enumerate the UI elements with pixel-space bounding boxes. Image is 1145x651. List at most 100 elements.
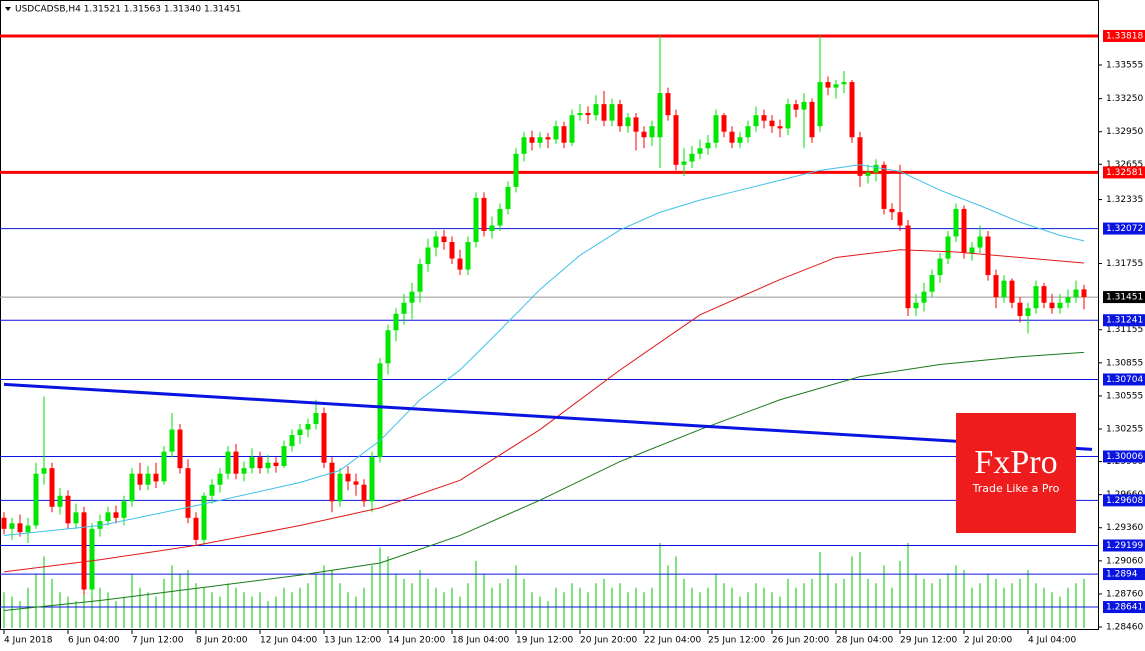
price-layer [0,34,1098,611]
logo: FxPro Trade Like a Pro [956,413,1076,533]
candle-body [1073,289,1079,298]
logo-box [956,413,1076,533]
candle-body [753,115,759,127]
candle-body [1017,302,1023,316]
candle-body [321,413,327,463]
y-tick-label: 1.28460 [1106,623,1143,633]
level-box [1103,222,1145,235]
level-box [1103,166,1145,179]
candle-body [17,523,23,533]
level-box [1103,373,1145,386]
candle-body [561,126,567,143]
candle-body [921,291,927,303]
x-tick-label: 20 Jun 20:00 [580,636,637,646]
menu-arrow[interactable] [5,7,11,11]
candle-body [737,137,743,143]
candle-body [385,330,391,364]
candle-body [217,473,223,485]
candle-body [65,495,71,524]
candle-body [857,137,863,176]
candle-body [657,93,663,138]
candle-body [249,457,255,469]
candle-body [409,291,415,303]
x-tick-label: 8 Jun 20:00 [196,636,248,646]
candle-body [1049,302,1055,309]
logo-tagline: Trade Like a Pro [972,482,1060,495]
candle-body [97,521,103,529]
y-tick-label: 1.31755 [1106,259,1143,269]
x-tick-label: 28 Jun 04:00 [836,636,893,646]
candle-body [433,236,439,248]
candle-body [457,258,463,270]
candle-body [777,126,783,129]
candle-body [889,208,895,213]
candle-body [1081,289,1087,298]
candle-body [969,247,975,254]
candle-body [745,126,751,138]
moving-average [3,351,1085,611]
x-tick-label: 6 Jun 04:00 [68,636,120,646]
candle-body [617,104,623,127]
level-box [1103,539,1145,552]
candle-body [609,104,615,121]
x-tick-label: 29 Jun 12:00 [900,636,957,646]
candle-body [441,236,447,243]
candle-body [497,208,503,226]
candle-body [1041,286,1047,303]
level-box [1103,494,1145,507]
candle-body [1065,297,1071,303]
candle-body [881,164,887,209]
y-tick-label: 1.29060 [1106,556,1143,566]
candle-body [585,112,591,116]
candle-body [49,468,55,507]
candle-body [529,137,535,143]
candle-body [865,172,871,176]
candle-body [953,208,959,237]
level-box [1103,568,1145,581]
price-axis: 1.33555 1.33250 1.32950 1.32655 1.32335 1.317… [3,29,1145,646]
candle-body [129,473,135,502]
candle-body [1001,280,1007,298]
candle-body [793,104,799,110]
candle-body [569,115,575,143]
candle-body [505,186,511,209]
level-box [1103,291,1145,304]
level-box [1103,29,1145,42]
y-tick-label: 1.30555 [1106,391,1143,401]
level-label: 1.33818 [1106,31,1143,41]
level-label: 1.31451 [1106,293,1143,303]
candle-body [361,484,367,502]
candle-body [393,313,399,331]
candle-body [113,512,119,518]
candle-body [553,126,559,140]
candle-body [305,424,311,430]
candle-body [841,82,847,85]
candle-body [265,462,271,469]
candle-body [937,258,943,276]
candle-body [105,512,111,522]
y-tick-label: 1.32335 [1106,195,1143,205]
level-label: 1.31241 [1106,316,1143,326]
candle-body [521,137,527,154]
candle-body [633,117,639,132]
x-tick-label: 14 Jun 20:00 [388,636,445,646]
candle-body [57,495,63,507]
candle-body [545,137,551,140]
candle-body [681,161,687,165]
candle-body [169,429,175,452]
candle-body [137,473,143,485]
candle-body [945,236,951,259]
candle-body [281,446,287,466]
candle-body [241,468,247,474]
volume-layer [3,543,1085,628]
y-tick-label: 1.32655 [1106,160,1143,170]
candle-body [177,429,183,469]
candle-body [33,473,39,526]
candle-body [849,82,855,138]
candle-body [417,264,423,292]
level-label: 1.29199 [1106,541,1143,551]
candle-body [673,115,679,165]
candle-body [369,457,375,502]
candle-body [185,468,191,518]
level-label: 1.30704 [1106,375,1143,385]
